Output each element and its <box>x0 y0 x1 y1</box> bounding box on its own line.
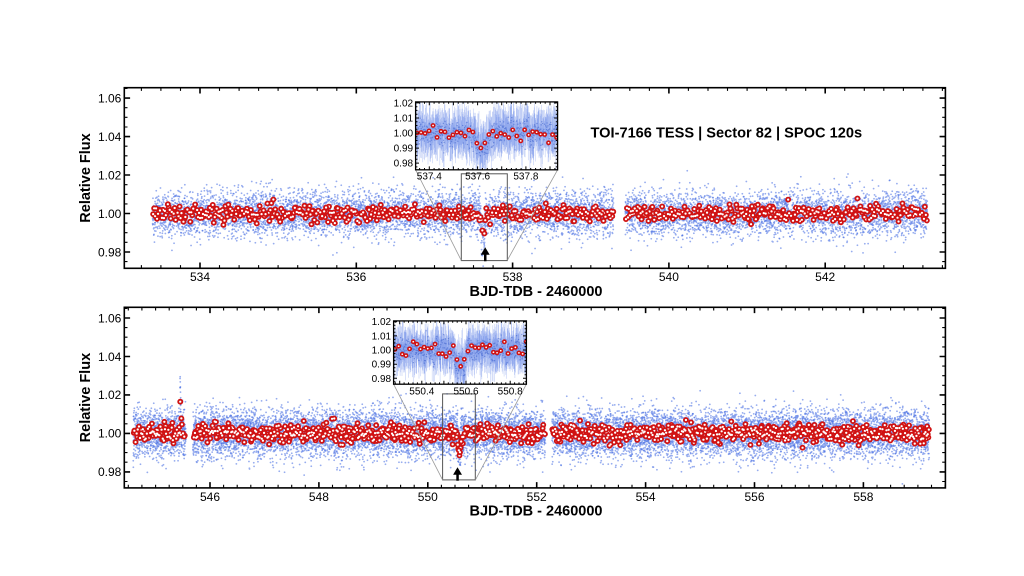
svg-text:537.4: 537.4 <box>417 172 442 183</box>
svg-text:1.00: 1.00 <box>394 129 414 140</box>
svg-text:0.99: 0.99 <box>394 144 414 155</box>
svg-text:0.99: 0.99 <box>372 360 392 371</box>
svg-text:534: 534 <box>190 270 210 284</box>
svg-text:550.4: 550.4 <box>409 387 434 398</box>
svg-text:1.02: 1.02 <box>394 98 414 109</box>
svg-text:536: 536 <box>346 270 366 284</box>
svg-text:540: 540 <box>659 270 679 284</box>
svg-text:552: 552 <box>527 490 547 504</box>
svg-text:Relative Flux: Relative Flux <box>78 133 94 222</box>
svg-text:Relative Flux: Relative Flux <box>78 353 94 442</box>
svg-text:1.06: 1.06 <box>98 311 122 325</box>
svg-text:0.98: 0.98 <box>98 245 122 259</box>
svg-text:TOI-7166 TESS | Sector 82 | SP: TOI-7166 TESS | Sector 82 | SPOC 120s <box>591 126 863 142</box>
svg-text:542: 542 <box>815 270 835 284</box>
svg-text:550: 550 <box>418 490 438 504</box>
svg-text:548: 548 <box>309 490 329 504</box>
svg-text:538: 538 <box>503 270 523 284</box>
svg-text:1.06: 1.06 <box>98 91 122 105</box>
svg-text:0.98: 0.98 <box>98 465 122 479</box>
svg-text:1.02: 1.02 <box>98 388 122 402</box>
svg-text:0.98: 0.98 <box>394 159 414 170</box>
svg-text:1.00: 1.00 <box>372 346 392 357</box>
svg-text:546: 546 <box>200 490 220 504</box>
svg-text:537.8: 537.8 <box>513 172 538 183</box>
svg-text:1.02: 1.02 <box>372 317 392 328</box>
svg-text:550.8: 550.8 <box>498 387 523 398</box>
svg-text:BJD-TDB - 2460000: BJD-TDB - 2460000 <box>470 284 603 300</box>
svg-text:537.6: 537.6 <box>465 172 490 183</box>
svg-text:1.02: 1.02 <box>98 168 122 182</box>
svg-text:550.6: 550.6 <box>453 387 478 398</box>
svg-text:1.04: 1.04 <box>98 130 122 144</box>
svg-text:BJD-TDB - 2460000: BJD-TDB - 2460000 <box>470 503 603 519</box>
svg-text:554: 554 <box>636 490 656 504</box>
svg-text:1.04: 1.04 <box>98 350 122 364</box>
svg-text:1.00: 1.00 <box>98 427 122 441</box>
svg-text:0.98: 0.98 <box>372 374 392 385</box>
svg-text:558: 558 <box>853 490 873 504</box>
svg-text:1.01: 1.01 <box>372 331 392 342</box>
svg-text:556: 556 <box>744 490 764 504</box>
svg-text:1.00: 1.00 <box>98 207 122 221</box>
svg-text:1.01: 1.01 <box>394 113 414 124</box>
